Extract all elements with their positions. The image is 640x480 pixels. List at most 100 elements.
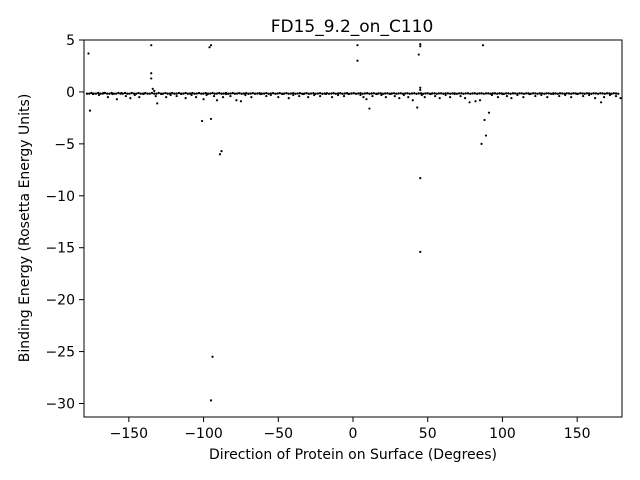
data-point	[175, 94, 178, 98]
data-point	[581, 92, 584, 95]
data-point	[144, 91, 147, 95]
data-point	[206, 92, 210, 95]
data-point	[565, 92, 568, 95]
data-point	[184, 91, 187, 95]
data-point	[336, 92, 340, 95]
data-point	[318, 92, 322, 95]
data-point	[215, 99, 219, 102]
data-point	[307, 96, 310, 99]
data-point	[371, 94, 374, 98]
data-point	[200, 92, 203, 95]
data-point	[148, 92, 151, 95]
data-point	[153, 89, 156, 92]
data-point	[578, 92, 582, 95]
data-point	[361, 92, 364, 95]
data-point	[278, 91, 281, 95]
data-point	[150, 91, 154, 95]
data-point	[332, 92, 335, 95]
data-point	[473, 92, 476, 95]
data-point	[379, 92, 382, 95]
data-point	[434, 94, 437, 98]
data-point	[370, 92, 373, 95]
data-point	[103, 91, 107, 95]
data-point	[556, 92, 559, 96]
data-point	[190, 93, 193, 97]
data-point	[435, 92, 438, 96]
data-point	[457, 92, 461, 95]
data-point	[289, 92, 293, 95]
data-point	[384, 96, 387, 99]
data-point	[97, 93, 101, 97]
data-point	[392, 92, 396, 95]
data-point	[265, 91, 268, 95]
data-point	[298, 94, 301, 98]
data-point	[422, 92, 425, 95]
data-point	[269, 92, 273, 95]
data-point	[231, 91, 234, 95]
data-point	[446, 92, 450, 95]
data-point	[141, 92, 145, 95]
data-point	[212, 94, 216, 98]
data-point	[444, 93, 447, 97]
data-point	[401, 92, 405, 95]
data-point	[321, 92, 324, 95]
data-point	[518, 92, 521, 95]
data-point	[534, 94, 537, 98]
data-point	[484, 134, 488, 137]
data-point	[419, 43, 422, 46]
data-point	[549, 92, 553, 96]
data-point	[244, 91, 248, 95]
data-point	[592, 92, 595, 95]
data-point	[218, 153, 222, 156]
data-point	[312, 92, 315, 95]
data-point	[390, 92, 394, 95]
data-point	[478, 99, 482, 102]
data-point	[126, 92, 129, 95]
data-point	[455, 92, 459, 96]
data-point	[397, 92, 400, 95]
data-point	[357, 92, 360, 95]
data-point	[341, 92, 344, 95]
data-point	[220, 92, 223, 95]
data-point	[350, 92, 353, 95]
data-point	[453, 92, 456, 95]
data-point	[585, 92, 589, 95]
data-point	[135, 92, 138, 95]
data-point	[303, 92, 306, 95]
data-point	[164, 91, 167, 95]
data-point	[563, 92, 566, 95]
data-point	[554, 92, 557, 95]
data-point	[356, 44, 359, 47]
data-point	[247, 92, 250, 95]
data-point	[168, 92, 172, 95]
data-point	[509, 92, 512, 96]
data-point	[265, 94, 268, 98]
data-point	[463, 97, 467, 100]
data-point	[150, 77, 153, 80]
data-point	[605, 92, 609, 95]
data-point	[309, 92, 313, 95]
data-point	[114, 92, 118, 95]
data-point	[538, 92, 542, 95]
data-point	[546, 96, 549, 99]
data-point	[285, 91, 288, 95]
data-point	[211, 355, 214, 358]
data-point	[235, 92, 239, 95]
data-point	[162, 92, 165, 95]
data-point	[547, 92, 550, 95]
data-point	[462, 92, 465, 96]
data-point	[177, 91, 181, 95]
data-point	[179, 92, 183, 95]
data-point	[188, 92, 192, 95]
data-point	[413, 92, 416, 95]
data-point	[339, 92, 342, 95]
data-point	[256, 92, 259, 95]
data-point	[240, 92, 243, 95]
data-point	[200, 119, 204, 123]
data-point	[487, 92, 490, 95]
data-point	[274, 92, 277, 95]
data-point	[323, 92, 326, 95]
data-point	[137, 91, 140, 95]
data-point	[170, 91, 174, 95]
data-point	[209, 44, 213, 47]
